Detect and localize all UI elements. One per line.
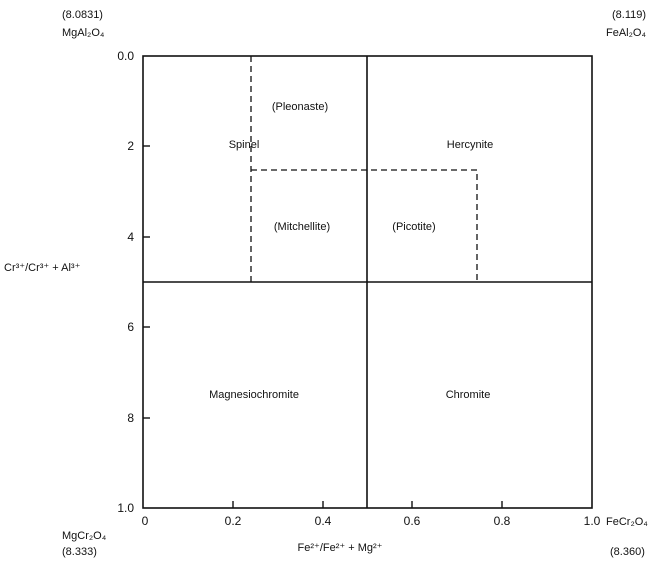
region-label: Chromite — [446, 389, 491, 401]
y-tick-label: 0.0 — [117, 49, 134, 63]
y-ticks: 0.0 2 4 6 8 1.0 — [117, 49, 150, 515]
x-tick-label: 1.0 — [584, 514, 601, 528]
corner-value: (8.360) — [610, 546, 645, 558]
region-label: Magnesiochromite — [209, 389, 299, 401]
y-tick-label: 1.0 — [117, 501, 134, 515]
region-label: (Pleonaste) — [272, 101, 328, 113]
corner-formula: FeCr₂O₄ — [606, 516, 648, 528]
x-tick-label: 0.4 — [315, 514, 332, 528]
region-label: Hercynite — [447, 139, 493, 151]
corner-formula: FeAl₂O₄ — [606, 27, 646, 39]
x-tick-label: 0 — [142, 514, 149, 528]
y-tick-label: 8 — [127, 411, 134, 425]
y-tick-label: 6 — [127, 320, 134, 334]
corner-formula: MgCr₂O₄ — [62, 530, 107, 542]
corner-value: (8.333) — [62, 546, 97, 558]
x-tick-label: 0.8 — [494, 514, 511, 528]
corner-value: (8.0831) — [62, 9, 103, 21]
y-tick-label: 4 — [127, 230, 134, 244]
x-tick-label: 0.6 — [404, 514, 421, 528]
region-label: (Picotite) — [392, 221, 435, 233]
y-tick-label: 2 — [127, 139, 134, 153]
x-axis-label: Fe²⁺/Fe²⁺ + Mg²⁺ — [298, 542, 383, 554]
dashed-boundary — [251, 169, 478, 282]
corner-formula: MgAl₂O₄ — [62, 27, 105, 39]
region-label: Spinel — [229, 139, 260, 151]
x-ticks: 0 0.2 0.4 0.6 0.8 1.0 — [142, 501, 601, 528]
x-tick-label: 0.2 — [225, 514, 242, 528]
corner-value: (8.119) — [612, 9, 646, 21]
y-axis-label: Cr³⁺/Cr³⁺ + Al³⁺ — [4, 262, 81, 274]
region-label: (Mitchellite) — [274, 221, 330, 233]
